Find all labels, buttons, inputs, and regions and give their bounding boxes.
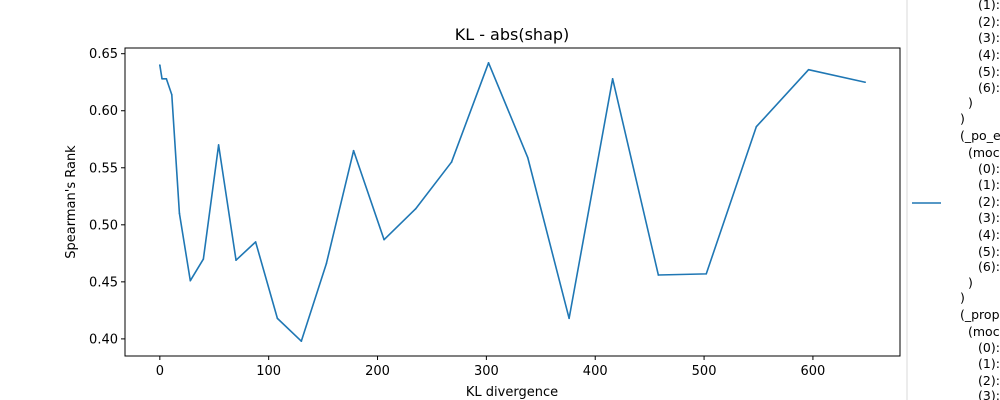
legend-text-line: (2): bbox=[978, 373, 1000, 388]
y-axis-label: Spearman's Rank bbox=[64, 145, 79, 259]
data-point bbox=[235, 259, 237, 261]
data-point bbox=[414, 208, 417, 210]
data-point bbox=[178, 212, 181, 215]
chart-title: KL - abs(shap) bbox=[455, 25, 570, 44]
data-point bbox=[755, 125, 758, 128]
legend-text-line: ) bbox=[968, 275, 973, 290]
x-axis-ticks: 0 100 200 300 400 500 600 bbox=[156, 356, 826, 379]
data-point bbox=[450, 161, 453, 163]
series-line bbox=[159, 62, 866, 342]
legend-text-line: (0): bbox=[978, 161, 1000, 176]
data-point bbox=[526, 156, 529, 159]
legend-text-line: (3): bbox=[978, 388, 1000, 400]
data-point bbox=[352, 149, 355, 152]
data-point bbox=[568, 317, 570, 320]
x-tick-label: 300 bbox=[474, 364, 499, 379]
data-point bbox=[487, 62, 490, 64]
legend-text-line: (5): bbox=[978, 244, 1000, 259]
data-point bbox=[705, 273, 708, 275]
legend-text-line: (1): bbox=[978, 356, 1000, 371]
data-point bbox=[611, 78, 614, 80]
data-point bbox=[864, 81, 866, 84]
legend-text-line: (1): bbox=[978, 0, 1000, 12]
series-group bbox=[159, 62, 866, 342]
legend-text-line: (6): bbox=[978, 259, 1000, 274]
plot-frame bbox=[124, 47, 901, 357]
x-axis-label: KL divergence bbox=[466, 385, 558, 400]
legend-text-line: (0): bbox=[978, 340, 1000, 355]
data-point bbox=[171, 93, 173, 96]
data-point bbox=[276, 317, 279, 320]
legend-text: (1):(2):(3):(4):(5):(6):))(_po_e(moc(0):… bbox=[960, 0, 1000, 400]
legend-text-line: (moc bbox=[968, 324, 1000, 339]
data-point bbox=[165, 78, 168, 80]
legend-text-line: (moc bbox=[968, 145, 1000, 160]
legend-text-line: (6): bbox=[978, 80, 1000, 95]
legend-text-line: (_po_e bbox=[960, 128, 1000, 143]
x-tick-label: 200 bbox=[365, 364, 390, 379]
legend-text-line: (2): bbox=[978, 194, 1000, 209]
legend-text-line: (4): bbox=[978, 227, 1000, 242]
legend-text-line: ) bbox=[968, 95, 973, 110]
data-point bbox=[161, 78, 163, 80]
y-tick-label: 0.50 bbox=[89, 218, 118, 233]
data-point bbox=[189, 279, 192, 282]
y-tick-label: 0.60 bbox=[89, 104, 118, 119]
x-tick-label: 100 bbox=[256, 364, 281, 379]
data-point bbox=[807, 68, 810, 71]
legend-text-line: (_prop bbox=[960, 307, 1000, 322]
data-point bbox=[159, 64, 161, 66]
legend-text-line: (1): bbox=[978, 177, 1000, 192]
data-point bbox=[657, 274, 660, 276]
y-axis-ticks: 0.40 0.45 0.50 0.55 0.60 0.65 bbox=[89, 47, 125, 347]
y-tick-label: 0.55 bbox=[89, 161, 118, 176]
legend-text-line: (4): bbox=[978, 47, 1000, 62]
data-point bbox=[254, 241, 257, 243]
legend-text-line: ) bbox=[960, 290, 965, 305]
data-point bbox=[325, 262, 328, 265]
data-point bbox=[202, 258, 205, 260]
data-point bbox=[300, 340, 303, 342]
y-tick-label: 0.40 bbox=[89, 332, 118, 347]
legend-text-line: (2): bbox=[978, 14, 1000, 29]
legend-text-line: ) bbox=[960, 111, 965, 126]
x-tick-label: 500 bbox=[692, 364, 717, 379]
legend-text-line: (3): bbox=[978, 210, 1000, 225]
legend-text-line: (5): bbox=[978, 64, 1000, 79]
x-tick-label: 600 bbox=[801, 364, 826, 379]
legend-text-line: (3): bbox=[978, 30, 1000, 45]
y-tick-label: 0.65 bbox=[89, 47, 118, 62]
y-tick-label: 0.45 bbox=[89, 275, 118, 290]
data-point bbox=[383, 238, 385, 241]
x-tick-label: 400 bbox=[583, 364, 608, 379]
data-point bbox=[217, 144, 220, 146]
x-tick-label: 0 bbox=[156, 364, 164, 379]
